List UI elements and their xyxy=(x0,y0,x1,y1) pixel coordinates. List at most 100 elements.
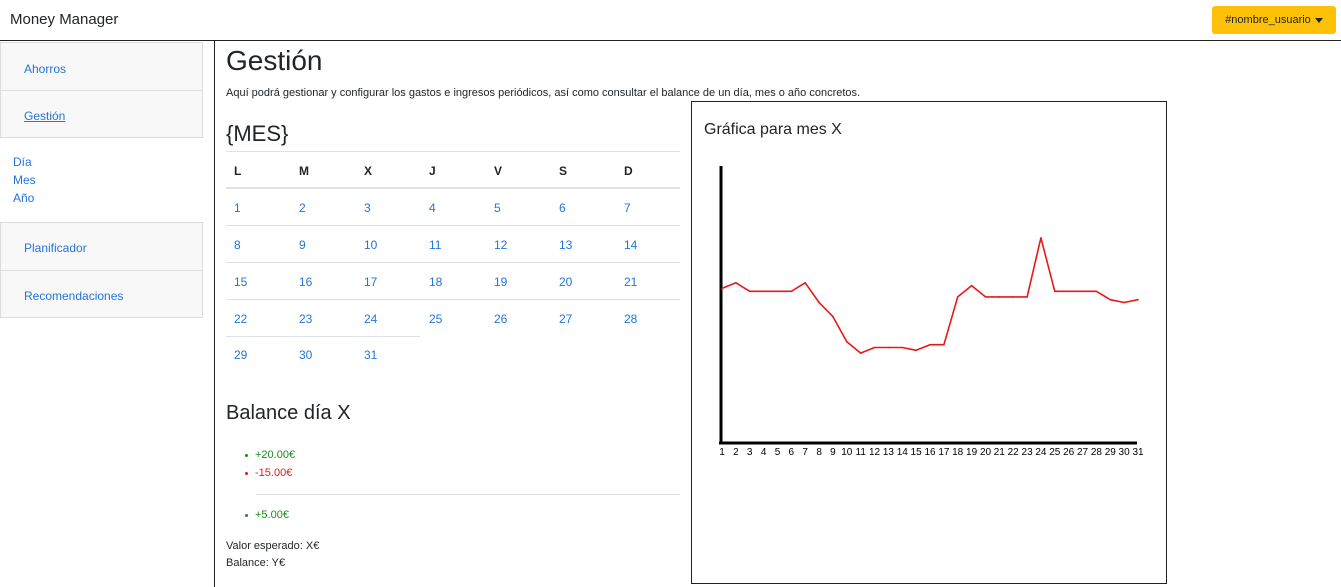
balance-total-value: +5.00€ xyxy=(255,509,289,521)
x-tick-label: 23 xyxy=(1022,447,1034,458)
calendar-day-link[interactable]: 21 xyxy=(624,275,638,289)
x-tick-label: 15 xyxy=(911,447,923,458)
data-point xyxy=(762,290,765,293)
calendar-day-link[interactable]: 6 xyxy=(559,201,566,215)
balance-entry-negative: -15.00€ xyxy=(245,467,292,479)
data-point xyxy=(1012,296,1014,298)
calendar-rule xyxy=(226,151,680,152)
bullet-icon xyxy=(245,471,248,475)
weekday-header: S xyxy=(559,164,568,178)
calendar-header-rule xyxy=(226,187,680,189)
calendar-day-link[interactable]: 28 xyxy=(624,312,638,326)
bullet-icon xyxy=(245,513,248,517)
sidebar-item-label[interactable]: Planificador xyxy=(24,241,87,255)
calendar-day-link[interactable]: 23 xyxy=(299,312,313,326)
x-tick-label: 20 xyxy=(980,447,992,458)
calendar-row-rule xyxy=(226,225,680,226)
calendar-day-link[interactable]: 11 xyxy=(429,238,442,252)
sidebar-item-label[interactable]: Recomendaciones xyxy=(24,289,124,303)
calendar-row-rule xyxy=(226,336,420,337)
data-point xyxy=(901,346,904,349)
x-tick-label: 10 xyxy=(841,447,853,458)
x-tick-label: 8 xyxy=(816,447,822,458)
balance-entry-value: +20.00€ xyxy=(255,449,296,461)
calendar-day-link[interactable]: 16 xyxy=(299,275,313,289)
data-point xyxy=(915,349,917,352)
sidebar-item-ahorros[interactable]: Ahorros xyxy=(0,42,203,91)
calendar-day-link[interactable]: 4 xyxy=(429,201,436,215)
month-title: {MES} xyxy=(226,121,289,146)
calendar-day-link[interactable]: 10 xyxy=(364,238,378,252)
calendar-day-link[interactable]: 8 xyxy=(234,238,241,252)
calendar-day-link[interactable]: 13 xyxy=(559,238,573,252)
x-tick-label: 19 xyxy=(966,447,978,458)
weekday-header: M xyxy=(299,164,309,178)
calendar-day-link[interactable]: 27 xyxy=(559,312,573,326)
calendar-day-link[interactable]: 1 xyxy=(234,201,241,215)
calendar-day-link[interactable]: 22 xyxy=(234,312,248,326)
x-tick-label: 14 xyxy=(897,447,909,458)
calendar-day-link[interactable]: 26 xyxy=(494,312,508,326)
user-menu-button[interactable]: #nombre_usuario xyxy=(1212,6,1336,34)
calendar-day-link[interactable]: 24 xyxy=(364,312,378,326)
x-tick-label: 5 xyxy=(775,447,781,458)
calendar-day-link[interactable]: 3 xyxy=(364,201,371,215)
x-tick-label: 3 xyxy=(747,447,753,458)
x-tick-label: 1 xyxy=(719,447,725,458)
weekday-header: X xyxy=(364,164,373,178)
calendar-day-link[interactable]: 31 xyxy=(364,348,378,362)
data-point xyxy=(859,352,862,354)
x-tick-label: 6 xyxy=(789,447,795,458)
calendar-day-link[interactable]: 15 xyxy=(234,275,248,289)
caret-down-icon xyxy=(1314,18,1323,23)
calendar-day-link[interactable]: 18 xyxy=(429,275,443,289)
sidebar-item-planificador[interactable]: Planificador xyxy=(0,222,203,271)
sidebar-item-recomendaciones[interactable]: Recomendaciones xyxy=(0,270,203,318)
data-point xyxy=(748,290,751,293)
app-brand[interactable]: Money Manager xyxy=(10,11,119,28)
calendar-day-link[interactable]: 7 xyxy=(624,201,631,215)
x-tick-label: 11 xyxy=(856,447,867,458)
data-point xyxy=(1054,290,1056,293)
balance-divider xyxy=(256,494,680,495)
line-chart: 1 2 3 4 5 6 7 8 9 10 11 12 13 14 15 16 17 18 19 20 21 22 23 24 2… xyxy=(719,166,1144,458)
sidebar-subitem-ano[interactable]: Año xyxy=(13,191,35,205)
chart-title: Gráfica para mes X xyxy=(704,121,842,138)
calendar-day-link[interactable]: 29 xyxy=(234,348,248,362)
x-tick-label: 4 xyxy=(761,447,767,458)
sidebar-item-gestion[interactable]: Gestión xyxy=(0,90,203,138)
calendar-day-link[interactable]: 17 xyxy=(364,275,378,289)
series-line xyxy=(721,237,1139,354)
calendar-day-link[interactable]: 5 xyxy=(494,201,501,215)
data-point xyxy=(804,282,806,284)
x-tick-label: 9 xyxy=(830,447,836,458)
sidebar-item-label[interactable]: Ahorros xyxy=(24,62,67,76)
calendar-day-link[interactable]: 25 xyxy=(429,312,443,326)
sidebar-subitem-dia[interactable]: Día xyxy=(13,155,32,169)
x-tick-label: 25 xyxy=(1049,447,1061,458)
data-point xyxy=(1040,237,1042,239)
x-tick-label: 28 xyxy=(1091,447,1103,458)
calendar-day-link[interactable]: 14 xyxy=(624,238,638,252)
x-tick-label: 29 xyxy=(1105,447,1117,458)
sidebar-subitem-mes[interactable]: Mes xyxy=(13,173,36,187)
calendar-day-link[interactable]: 19 xyxy=(494,275,508,289)
calendar-day-link[interactable]: 12 xyxy=(494,238,508,252)
calendar-day-link[interactable]: 30 xyxy=(299,348,313,362)
calendar-day-link[interactable]: 20 xyxy=(559,275,573,289)
data-point xyxy=(735,282,737,284)
weekday-header: L xyxy=(234,164,242,178)
data-point xyxy=(1123,301,1125,304)
calendar-day-link[interactable]: 2 xyxy=(299,201,306,215)
data-point xyxy=(832,315,834,318)
calendar-day-link[interactable]: 9 xyxy=(299,238,306,252)
expected-value: Valor esperado: X€ xyxy=(226,540,320,552)
balance-value: Balance: Y€ xyxy=(226,557,286,569)
sidebar-item-label[interactable]: Gestión xyxy=(24,109,66,123)
data-point xyxy=(1137,298,1139,301)
balance-total: +5.00€ xyxy=(245,509,289,521)
data-point xyxy=(1026,296,1028,298)
data-point xyxy=(1067,290,1070,293)
x-tick-label: 12 xyxy=(869,447,881,458)
x-tick-label: 2 xyxy=(733,447,739,458)
